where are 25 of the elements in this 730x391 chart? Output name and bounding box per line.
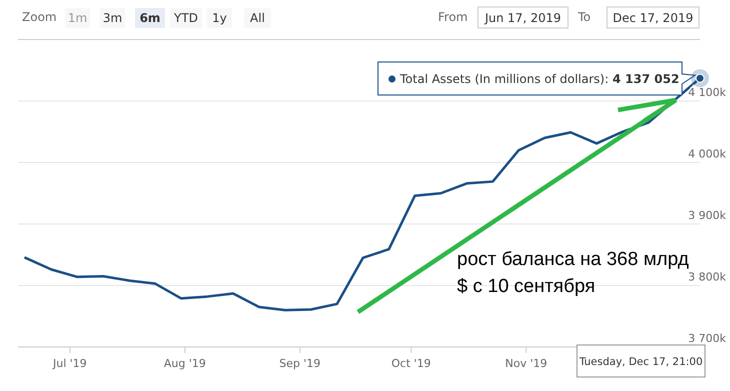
x-tick-label: Oct '19 xyxy=(391,357,431,370)
zoom-button: 3m xyxy=(100,8,125,28)
text: Zoom xyxy=(22,10,57,24)
x-tick-label: Nov '19 xyxy=(505,357,548,370)
zoom-button: YTD xyxy=(170,8,202,28)
zoom-button: 1m xyxy=(65,8,90,28)
text: Tuesday, Dec 17, 21:00 xyxy=(578,356,703,368)
text: To xyxy=(577,10,591,24)
zoom-button: 1y xyxy=(207,8,232,28)
legend-label: Total Assets (In millions of dollars): xyxy=(400,72,609,86)
date-field: Dec 17, 2019 xyxy=(606,6,700,28)
zoom-button: All xyxy=(244,8,271,28)
text: From xyxy=(438,10,468,24)
x-tick-label: Aug '19 xyxy=(164,357,206,370)
x-tick-label: Sep '19 xyxy=(279,357,321,370)
y-tick-label: 3 900k xyxy=(688,209,727,222)
date-field: Jun 17, 2019 xyxy=(478,6,568,28)
y-tick-label: 4 000k xyxy=(688,148,727,160)
y-tick-label: 3 700k xyxy=(688,332,727,345)
annotation: рост баланса на 368 млрд $ с 10 сентября xyxy=(457,249,689,297)
zoom-button: 6m xyxy=(135,8,165,28)
y-tick-label: 3 800k xyxy=(688,270,727,284)
x-tick-label: Jul '19 xyxy=(52,357,87,370)
data-label: 4 137 052 xyxy=(612,72,680,86)
y-tick-label: 4 100k xyxy=(688,86,727,99)
